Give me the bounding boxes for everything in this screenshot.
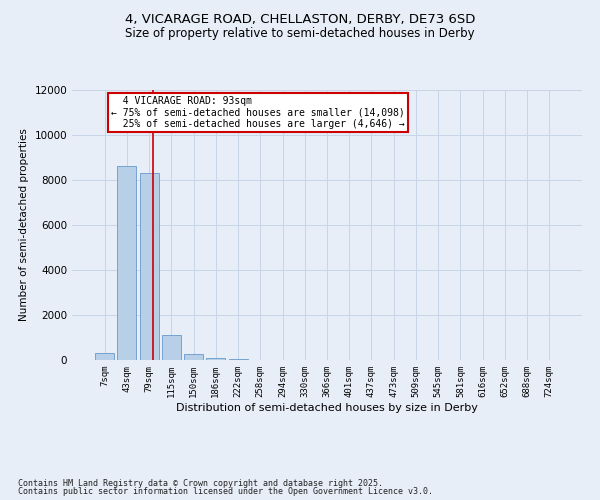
Bar [95,354,114,360]
Text: 4, VICARAGE ROAD, CHELLASTON, DERBY, DE73 6SD: 4, VICARAGE ROAD, CHELLASTON, DERBY, DE7… [125,12,475,26]
Bar [184,354,203,360]
Text: Size of property relative to semi-detached houses in Derby: Size of property relative to semi-detach… [125,28,475,40]
Text: 4 VICARAGE ROAD: 93sqm
← 75% of semi-detached houses are smaller (14,098)
  25% : 4 VICARAGE ROAD: 93sqm ← 75% of semi-det… [112,96,405,129]
Bar [206,358,225,360]
X-axis label: Distribution of semi-detached houses by size in Derby: Distribution of semi-detached houses by … [176,402,478,412]
Text: Contains HM Land Registry data © Crown copyright and database right 2025.: Contains HM Land Registry data © Crown c… [18,478,383,488]
Y-axis label: Number of semi-detached properties: Number of semi-detached properties [19,128,29,322]
Bar [118,166,136,360]
Bar [229,359,248,360]
Text: Contains public sector information licensed under the Open Government Licence v3: Contains public sector information licen… [18,487,433,496]
Bar [140,173,158,360]
Bar [162,335,181,360]
